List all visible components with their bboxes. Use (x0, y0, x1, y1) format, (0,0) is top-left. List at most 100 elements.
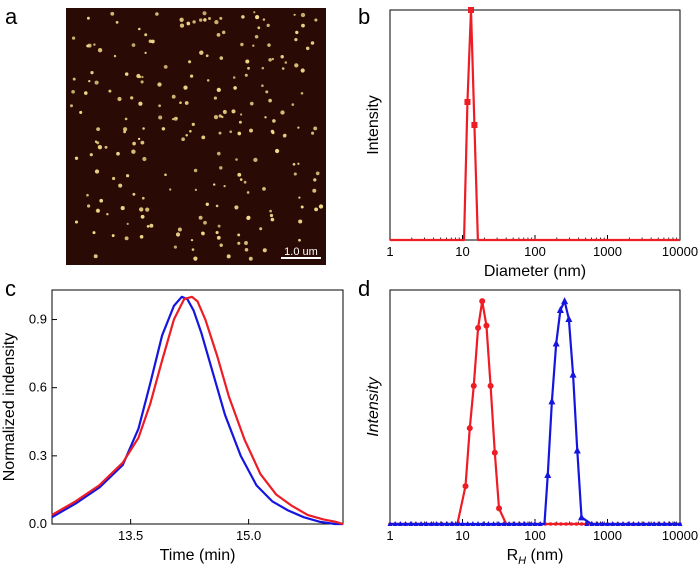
data-point (544, 470, 552, 478)
x-tick-label: 1000 (593, 528, 622, 543)
afm-particle (244, 241, 248, 245)
data-point (487, 382, 494, 389)
afm-particle (142, 156, 147, 162)
afm-particle (69, 104, 74, 108)
data-point (559, 522, 563, 526)
afm-particle (104, 145, 108, 149)
x-tick-label: 10000 (662, 528, 698, 543)
panel-letter-a: a (5, 4, 18, 29)
data-point (532, 521, 538, 526)
afm-particle (95, 208, 101, 213)
afm-particle (193, 256, 198, 261)
series-line-blue (51, 295, 343, 526)
afm-particle (252, 44, 255, 47)
afm-particle (191, 122, 195, 127)
data-point (428, 521, 434, 526)
afm-particle (110, 11, 115, 16)
afm-particle (86, 193, 89, 197)
afm-particle (300, 205, 304, 209)
afm-particle (218, 131, 222, 135)
afm-particle (213, 96, 217, 100)
data-point (516, 521, 522, 526)
afm-particle (138, 101, 143, 106)
afm-particle (241, 15, 245, 19)
afm-particle (223, 110, 226, 113)
afm-particle (90, 71, 94, 75)
afm-particle (268, 58, 272, 62)
data-point (630, 521, 636, 526)
afm-particle (158, 104, 161, 108)
afm-particle (173, 245, 177, 249)
afm-particle (215, 204, 219, 208)
afm-particle (141, 75, 144, 79)
data-point (496, 521, 502, 526)
afm-particle (94, 80, 99, 85)
data-point (480, 521, 486, 526)
afm-particle (175, 117, 178, 120)
data-point (464, 99, 471, 105)
afm-particle (291, 103, 295, 106)
data-point (485, 521, 491, 526)
afm-particle (141, 196, 145, 200)
afm-particle (120, 206, 125, 211)
afm-image: 1.0 um (66, 8, 326, 265)
data-point (444, 521, 450, 526)
y-axis-label: Normalized indensity (1, 333, 18, 482)
afm-particle (293, 172, 297, 176)
afm-particle (253, 11, 256, 14)
afm-particle (137, 137, 141, 141)
data-point (599, 521, 605, 526)
afm-particle (281, 67, 285, 70)
afm-particle (305, 46, 310, 51)
afm-particle (264, 116, 267, 119)
afm-particle (94, 140, 98, 143)
afm-particle (217, 224, 221, 228)
afm-particle (161, 127, 166, 131)
data-point (511, 521, 517, 526)
x-tick-label: 10000 (662, 244, 698, 259)
afm-particle (280, 54, 284, 59)
afm-particle (269, 213, 274, 218)
data-point (454, 521, 460, 526)
afm-particle (216, 235, 221, 240)
afm-particle (313, 126, 318, 131)
data-point (651, 521, 657, 526)
afm-particle (216, 33, 221, 37)
afm-particle (297, 162, 300, 165)
afm-particle (261, 66, 265, 70)
data-point (470, 521, 476, 526)
afm-particle (181, 137, 185, 142)
afm-particle (274, 148, 280, 154)
data-point (387, 521, 393, 526)
afm-particle (233, 86, 237, 90)
afm-particle (214, 19, 219, 25)
afm-particle (123, 130, 126, 134)
afm-particle (113, 54, 117, 58)
data-point (565, 314, 573, 322)
afm-particle (201, 135, 206, 140)
afm-particle (94, 169, 100, 174)
chart-d: 1 10 100 1000 10000 RH (nm) Intensity (365, 289, 698, 567)
data-point (677, 521, 683, 526)
chart-c: 13.5 15.0 0.0 0.3 0.6 0.9 Time (min) Normalized… (1, 289, 344, 564)
afm-particle (93, 43, 96, 46)
afm-particle (223, 184, 226, 188)
afm-particle (111, 176, 116, 181)
afm-particle (157, 82, 162, 87)
afm-particle (203, 220, 207, 225)
data-point (656, 521, 662, 526)
afm-particle (313, 178, 317, 182)
afm-particle (253, 157, 258, 163)
data-point (615, 521, 621, 526)
afm-particle (255, 15, 260, 20)
afm-particle (318, 204, 324, 209)
afm-particle (300, 68, 305, 73)
afm-particle (246, 215, 251, 220)
data-point (569, 522, 574, 526)
afm-particle (203, 18, 207, 22)
afm-background (66, 8, 326, 265)
afm-particle (213, 114, 219, 120)
afm-particle (164, 173, 167, 177)
afm-particle (216, 151, 221, 156)
data-point (605, 521, 610, 526)
